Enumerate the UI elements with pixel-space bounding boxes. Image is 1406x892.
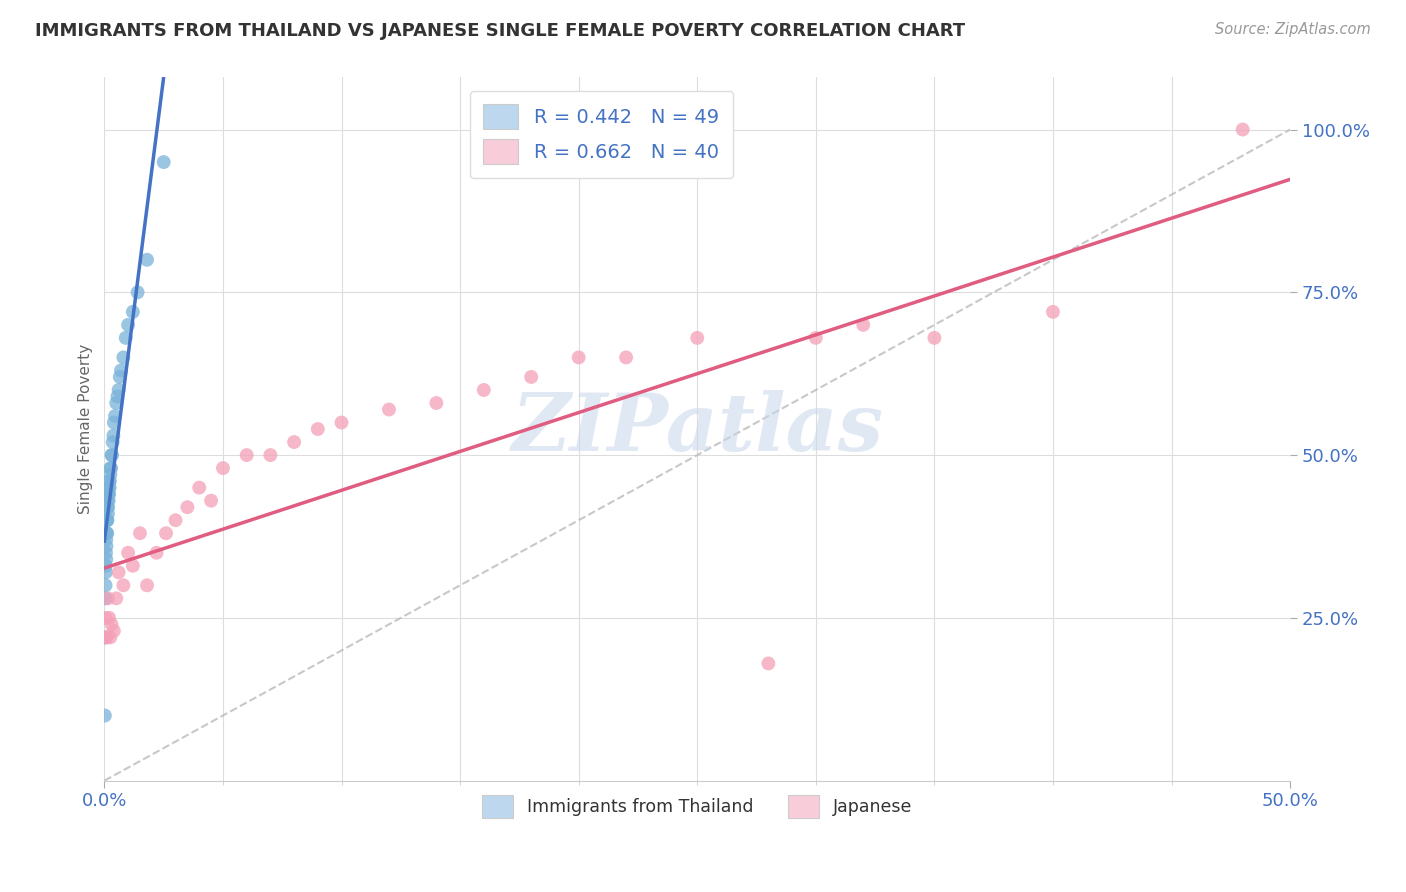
Point [117,546,139,560]
Point [96,526,118,541]
Point [94,578,117,592]
Text: Source: ZipAtlas.com: Source: ZipAtlas.com [1215,22,1371,37]
Point [108,370,131,384]
Point [96,552,118,566]
Point [117,318,139,332]
Point [97,487,120,501]
Point [97,591,120,606]
Point [103,428,125,442]
Legend: Immigrants from Thailand, Japanese: Immigrants from Thailand, Japanese [475,789,920,825]
Point [98,474,121,488]
Point [105,396,128,410]
Point [101,448,124,462]
Point [235,448,257,462]
Point [378,402,401,417]
Point [98,474,121,488]
Point [96,539,118,553]
Point [98,631,121,645]
Point [96,500,118,515]
Point [165,513,187,527]
Point [94,546,117,560]
Point [472,383,495,397]
Point [127,285,149,300]
Point [96,513,118,527]
Point [121,305,143,319]
Point [307,422,329,436]
Point [1232,122,1254,136]
Point [136,578,159,592]
Point [107,383,129,397]
Point [114,331,136,345]
Point [97,493,120,508]
Point [105,591,128,606]
Point [94,558,117,573]
Point [520,370,543,384]
Point [136,252,159,267]
Point [94,631,117,645]
Point [212,461,235,475]
Point [94,611,117,625]
Point [94,591,117,606]
Point [104,409,127,423]
Point [152,155,174,169]
Point [1042,305,1064,319]
Point [98,611,121,625]
Point [107,566,129,580]
Point [330,416,353,430]
Point [107,389,129,403]
Point [121,558,143,573]
Point [924,331,946,345]
Text: ZIPatlas: ZIPatlas [512,391,883,467]
Point [100,617,122,632]
Point [97,493,120,508]
Point [200,493,222,508]
Point [259,448,281,462]
Point [283,435,305,450]
Point [100,448,122,462]
Point [94,631,117,645]
Text: IMMIGRANTS FROM THAILAND VS JAPANESE SINGLE FEMALE POVERTY CORRELATION CHART: IMMIGRANTS FROM THAILAND VS JAPANESE SIN… [35,22,966,40]
Point [97,500,120,515]
Point [98,487,121,501]
Point [112,578,135,592]
Point [103,624,125,638]
Point [96,513,118,527]
Point [110,363,132,377]
Point [129,526,152,541]
Point [96,631,118,645]
Point [94,566,117,580]
Point [100,461,122,475]
Point [97,481,120,495]
Point [686,331,709,345]
Point [96,513,118,527]
Point [101,435,124,450]
Point [94,526,117,541]
Point [852,318,875,332]
Point [98,467,121,482]
Point [145,546,167,560]
Point [112,351,135,365]
Point [614,351,637,365]
Point [97,507,120,521]
Point [94,708,117,723]
Point [98,481,121,495]
Point [758,657,780,671]
Point [188,481,211,495]
Point [100,461,122,475]
Point [425,396,447,410]
Point [155,526,177,541]
Point [96,533,118,547]
Point [97,487,120,501]
Point [176,500,198,515]
Point [103,416,125,430]
Point [804,331,827,345]
Y-axis label: Single Female Poverty: Single Female Poverty [79,344,93,514]
Point [96,526,118,541]
Point [568,351,591,365]
